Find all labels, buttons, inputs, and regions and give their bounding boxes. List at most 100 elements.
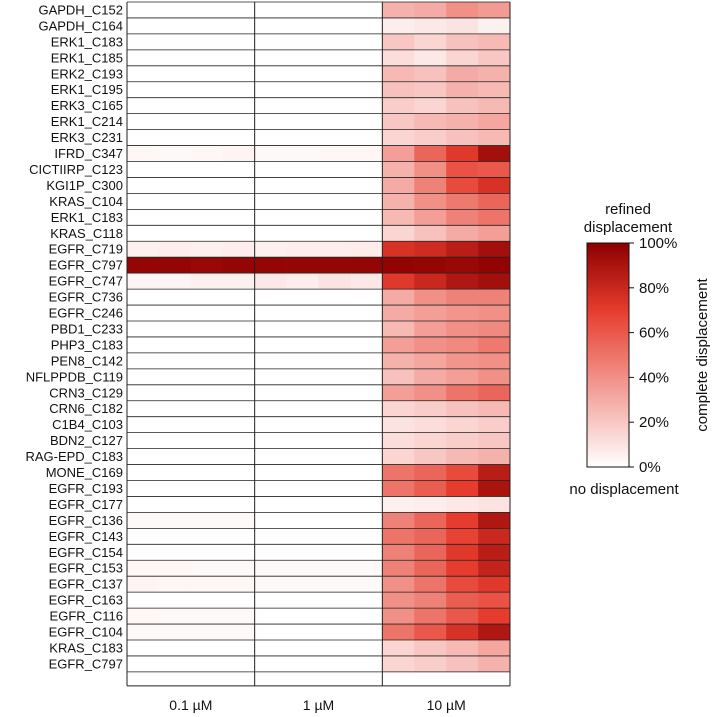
heatmap-cell: [286, 289, 319, 306]
heatmap-cell: [414, 225, 447, 242]
heatmap-cell: [478, 113, 511, 130]
heatmap-cell: [190, 65, 224, 83]
heatmap-cell: [158, 608, 192, 625]
heatmap-cell: [478, 384, 511, 402]
heatmap-cell: [190, 368, 224, 386]
heatmap-cell: [254, 2, 287, 19]
heatmap-cell: [318, 193, 351, 210]
heatmap-cell: [318, 464, 351, 481]
heatmap-cell: [190, 336, 224, 354]
heatmap-cell: [446, 321, 479, 338]
heatmap-cell: [286, 352, 319, 370]
heatmap-cell: [190, 33, 224, 51]
heatmap-cell: [286, 161, 319, 178]
heatmap-cell: [222, 321, 255, 338]
heatmap-cell: [350, 400, 383, 417]
heatmap-cell: [190, 241, 224, 258]
heatmap-cell: [286, 33, 319, 51]
heatmap-cell: [254, 257, 287, 274]
heatmap-cell: [286, 209, 319, 226]
heatmap-cell: [414, 432, 447, 449]
heatmap-cell: [158, 241, 192, 258]
heatmap-cell: [446, 432, 479, 449]
heatmap-cell: [382, 177, 415, 194]
heatmap-cell: [382, 49, 415, 67]
heatmap-cell: [254, 65, 287, 83]
heatmap-cell: [127, 352, 160, 370]
heatmap-cell: [158, 432, 192, 449]
heatmap-cell: [318, 241, 351, 258]
heatmap-cell: [190, 113, 224, 130]
heatmap-cell: [446, 81, 479, 98]
heatmap-cell: [350, 305, 383, 322]
heatmap-cell: [286, 576, 319, 593]
heatmap-cell: [350, 576, 383, 593]
heatmap-cell: [158, 17, 192, 35]
heatmap-cell: [478, 193, 511, 210]
heatmap-cell: [350, 432, 383, 449]
heatmap-cell: [478, 65, 511, 83]
row-label: ERK1_C183: [51, 34, 123, 49]
heatmap-cell: [350, 496, 383, 513]
heatmap-cell: [190, 528, 224, 545]
heatmap-cell: [446, 161, 479, 178]
heatmap-cell: [478, 209, 511, 226]
heatmap-cell: [222, 432, 255, 449]
legend-bottom-label: no displacement: [569, 481, 679, 498]
heatmap-cell: [382, 655, 415, 673]
heatmap-cell: [318, 225, 351, 242]
heatmap-cell: [190, 464, 224, 481]
heatmap-cell: [382, 624, 415, 641]
heatmap-cell: [190, 129, 224, 146]
column-group-label: 10 µM: [427, 697, 466, 713]
heatmap-cell: [318, 49, 351, 67]
heatmap-cell: [414, 257, 447, 274]
heatmap-cell: [158, 145, 192, 162]
heatmap-cell: [222, 496, 255, 513]
heatmap-cell: [158, 33, 192, 51]
heatmap-cell: [254, 352, 287, 370]
heatmap-cell: [190, 305, 224, 322]
heatmap-cell: [158, 640, 192, 657]
column-group-label: 0.1 µM: [169, 697, 212, 713]
heatmap-cell: [222, 113, 255, 130]
heatmap-cell: [222, 305, 255, 322]
heatmap-cell: [382, 17, 415, 35]
heatmap-cell: [190, 2, 224, 19]
heatmap-cell: [190, 97, 224, 114]
row-label: ERK1_C183: [51, 210, 123, 225]
heatmap-cell: [254, 608, 287, 625]
heatmap-cell: [446, 97, 479, 114]
heatmap-cell: [190, 560, 224, 577]
heatmap-cell: [446, 592, 479, 609]
legend-title-line2: displacement: [584, 219, 673, 236]
heatmap-cell: [446, 480, 479, 497]
heatmap-cell: [127, 305, 160, 322]
heatmap-cell: [286, 336, 319, 354]
heatmap-cell: [190, 640, 224, 657]
heatmap-cell: [286, 81, 319, 98]
heatmap-cell: [254, 496, 287, 513]
heatmap-cell: [254, 528, 287, 545]
heatmap-cell: [350, 560, 383, 577]
heatmap-cell: [286, 560, 319, 577]
heatmap-cell: [222, 448, 255, 465]
heatmap-cell: [222, 655, 255, 673]
heatmap-cell: [254, 321, 287, 338]
heatmap-cell: [318, 33, 351, 51]
heatmap-cell: [478, 576, 511, 593]
heatmap-cell: [222, 129, 255, 146]
heatmap-cell: [254, 480, 287, 497]
heatmap-cell: [446, 384, 479, 402]
heatmap-cell: [254, 624, 287, 641]
heatmap-cell: [190, 655, 224, 673]
heatmap-cell: [350, 97, 383, 114]
heatmap-cell: [478, 257, 511, 274]
heatmap-cell: [478, 608, 511, 625]
heatmap-cell: [350, 544, 383, 561]
row-label: CICTIIRP_C123: [29, 162, 123, 177]
heatmap-cell: [158, 305, 192, 322]
heatmap-cell: [318, 496, 351, 513]
heatmap-cell: [254, 576, 287, 593]
legend-tick-label: 100%: [639, 235, 677, 252]
